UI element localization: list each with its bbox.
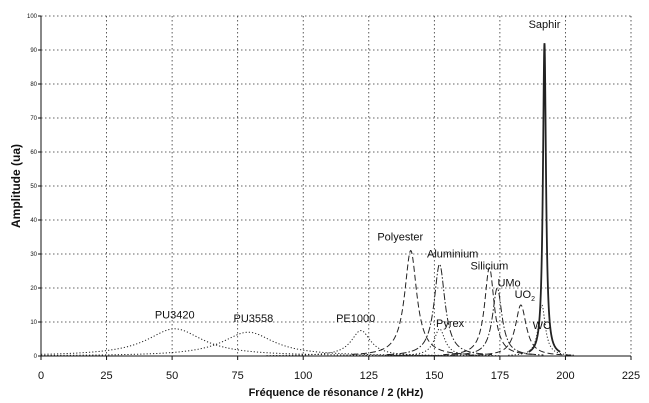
y-axis-title: Amplitude (ua) [9, 144, 23, 228]
x-axis-title: Fréquence de résonance / 2 (kHz) [249, 387, 424, 399]
x-tick-label: 125 [360, 370, 378, 382]
x-tick-labels: 0 25 50 75 100 125 150 175 200 225 [38, 370, 640, 382]
y-tick-label: 70 [30, 116, 37, 122]
peak-label-umo: UMo [497, 277, 520, 289]
series-line-uo2 [468, 304, 574, 356]
peak-label-saphir: Saphir [529, 19, 561, 31]
x-tick-label: 50 [166, 370, 178, 382]
y-tick-label: 40 [30, 218, 37, 224]
peak-label-pu3558: PU3558 [234, 313, 274, 325]
peak-label-pu3420: PU3420 [155, 310, 195, 322]
x-tick-label: 0 [38, 370, 44, 382]
series-line-aluminium [387, 263, 493, 356]
peak-label-silicium: Silicium [470, 260, 508, 272]
axes [38, 15, 632, 360]
peak-label-pe1000: PE1000 [336, 313, 375, 325]
y-tick-label: 20 [30, 286, 37, 292]
x-tick-label: 150 [425, 370, 443, 382]
annotations: PU3420 PU3558 PE1000 Polyester AluminiumSili… [155, 19, 561, 332]
peak-label-pyrex: Pyrex [436, 318, 465, 330]
y-tick-label: 30 [30, 252, 37, 258]
series-line-pe1000 [266, 329, 456, 357]
series-line-saphir [528, 43, 561, 353]
peak-label-polyester: Polyester [377, 231, 423, 243]
series-line-umo [451, 287, 544, 356]
y-tick-label: 80 [30, 82, 37, 88]
x-tick-label: 100 [294, 370, 312, 382]
peak-label-aluminium: Aluminium [427, 248, 478, 260]
x-tick-label: 175 [491, 370, 509, 382]
y-tick-label: 100 [27, 14, 38, 20]
y-tick-label: 0 [34, 354, 38, 360]
x-tick-label: 25 [100, 370, 112, 382]
y-tick-label: 90 [30, 48, 37, 54]
y-tick-label: 60 [30, 150, 37, 156]
y-tick-label: 50 [30, 184, 37, 190]
grid-lines [41, 15, 632, 356]
peak-label-wc: WC [533, 320, 551, 332]
y-tick-label: 10 [30, 320, 37, 326]
series-line-pu3420 [40, 328, 448, 357]
peak-label-uo2: UO2 [515, 289, 536, 303]
x-tick-label: 200 [556, 370, 574, 382]
series-line-silicium [443, 266, 536, 356]
x-tick-label: 75 [232, 370, 244, 382]
series-line-polyester [351, 249, 470, 355]
x-tick-label: 225 [622, 370, 640, 382]
series-line-pu3558 [40, 331, 500, 357]
y-tick-labels: 0 10 20 30 40 50 60 70 80 90 100 [27, 14, 38, 360]
series-group [40, 43, 576, 357]
